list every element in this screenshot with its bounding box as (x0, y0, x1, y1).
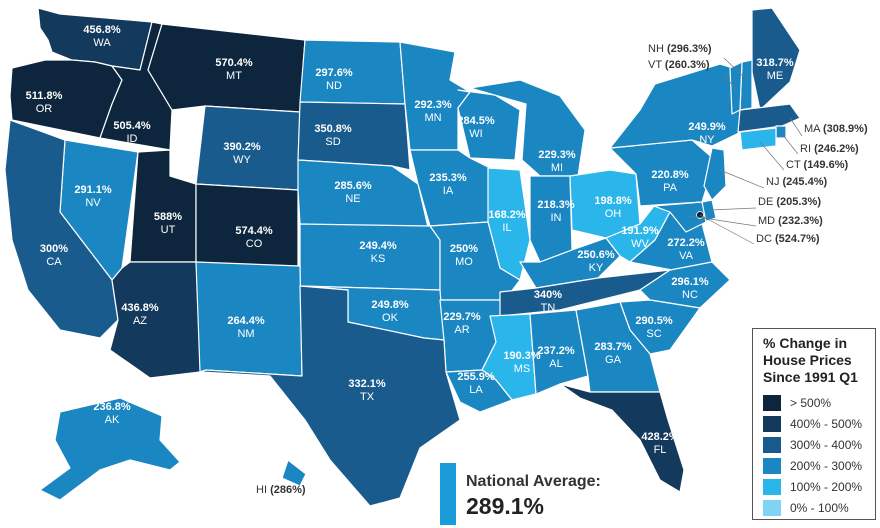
state-md (653, 201, 707, 233)
callout-nj: NJ (245.4%) (766, 176, 827, 188)
state-nj (703, 147, 727, 201)
legend: % Change in House Prices Since 1991 Q1 >… (752, 328, 876, 520)
callout-md: MD (232.3%) (758, 215, 823, 227)
state-in (529, 175, 573, 263)
state-az (109, 261, 207, 379)
leader-line-nj (719, 169, 765, 189)
callout-hi: HI (286%) (256, 484, 306, 496)
state-ak (39, 397, 181, 501)
state-fl (559, 383, 685, 493)
callout-value: (232.3%) (778, 215, 823, 227)
leader-line-dc (699, 214, 755, 245)
callout-nh: NH (296.3%) (648, 43, 712, 55)
legend-swatch (763, 437, 781, 453)
callout-vt: VT (260.3%) (648, 59, 710, 71)
legend-swatch (763, 500, 781, 516)
state-mn (399, 41, 471, 151)
callout-value: (524.7%) (774, 233, 820, 245)
legend-label: 0% - 100% (790, 501, 849, 515)
state-nd (299, 39, 406, 105)
legend-title: % Change in House Prices Since 1991 Q1 (763, 335, 858, 385)
callout-abbr: DE (758, 196, 774, 208)
state-hi (281, 459, 307, 487)
leader-line-md (689, 215, 757, 227)
leader-line-nh (723, 57, 748, 81)
callout-ma: MA (308.9%) (804, 123, 868, 135)
callout-abbr: NH (648, 43, 664, 55)
leader-line-vt (723, 73, 737, 91)
callout-abbr: MA (804, 123, 820, 135)
callout-ri: RI (246.2%) (800, 143, 859, 155)
state-mo (429, 221, 521, 301)
state-ga (575, 301, 661, 393)
callout-abbr: HI (256, 484, 267, 496)
state-wy (195, 105, 301, 191)
state-ri (775, 125, 787, 139)
state-nm (195, 261, 303, 377)
callout-value: (205.3%) (776, 196, 821, 208)
callout-abbr: NJ (766, 176, 780, 188)
legend-swatch (763, 416, 781, 432)
state-ny (609, 63, 746, 149)
callout-abbr: VT (648, 59, 662, 71)
national-average-bar (440, 463, 456, 525)
callout-value: (246.2%) (814, 143, 859, 155)
state-me (751, 7, 801, 111)
legend-label: 400% - 500% (790, 417, 863, 431)
callout-abbr: MD (758, 215, 776, 227)
callout-abbr: RI (800, 143, 811, 155)
leader-line-ct (759, 141, 785, 171)
state-ks (299, 223, 441, 291)
state-al (529, 309, 589, 395)
state-sd (297, 101, 411, 171)
state-ut (129, 149, 197, 263)
callout-abbr: CT (786, 159, 801, 171)
state-tx (199, 285, 461, 507)
state-ct (739, 127, 777, 151)
leader-line-ri (781, 133, 799, 155)
legend-label: 200% - 300% (790, 459, 863, 473)
leader-line-de (709, 207, 757, 211)
state-co (195, 183, 299, 271)
state-wi (457, 89, 521, 161)
callout-value: (245.4%) (782, 176, 828, 188)
callout-ct: CT (149.6%) (786, 159, 848, 171)
callout-value: (260.3%) (664, 59, 710, 71)
national-average-label: National Average: (466, 473, 601, 490)
legend-swatch (763, 395, 781, 411)
leader-line-ma (789, 117, 803, 137)
state-la (445, 369, 513, 413)
legend-label: > 500% (790, 396, 832, 410)
state-ma (737, 103, 801, 133)
legend-swatch (763, 479, 781, 495)
callout-de: DE (205.3%) (758, 196, 821, 208)
national-average-value: 289.1% (466, 493, 545, 519)
callout-dc: DC (524.7%) (756, 233, 820, 245)
callout-abbr: DC (756, 233, 772, 245)
callout-value: (286%) (270, 484, 306, 496)
callout-value: (308.9%) (822, 123, 868, 135)
legend-swatch (763, 458, 781, 474)
callout-value: (296.3%) (666, 43, 712, 55)
national-average-box: National Average: 289.1% (440, 463, 610, 525)
state-mt (147, 23, 306, 113)
callout-value: (149.6%) (803, 159, 849, 171)
state-ca (4, 119, 119, 339)
legend-label: 300% - 400% (790, 438, 863, 452)
legend-label: 100% - 200% (790, 480, 863, 494)
